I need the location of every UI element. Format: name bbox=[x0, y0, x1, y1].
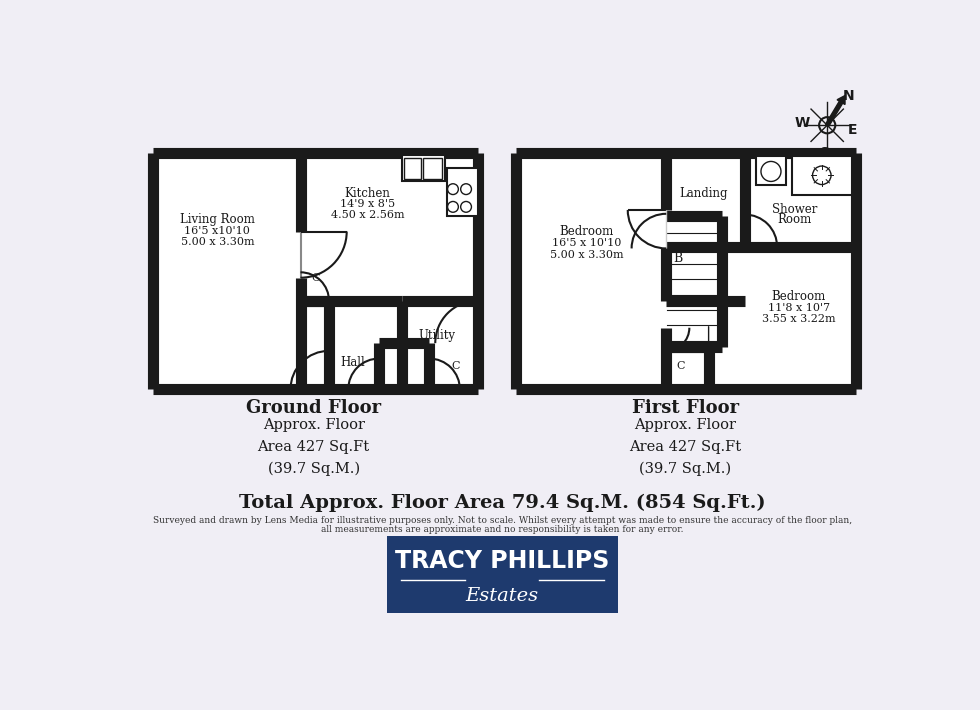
Text: Surveyed and drawn by Lens Media for illustrative purposes only. Not to scale. W: Surveyed and drawn by Lens Media for ill… bbox=[153, 515, 852, 525]
Text: 16'5 x10'10: 16'5 x10'10 bbox=[184, 226, 250, 236]
Text: Ground Floor: Ground Floor bbox=[246, 399, 381, 417]
Bar bbox=[405, 158, 421, 179]
Text: Landing: Landing bbox=[680, 187, 728, 200]
Text: Approx. Floor
Area 427 Sq.Ft
(39.7 Sq.M.): Approx. Floor Area 427 Sq.Ft (39.7 Sq.M.… bbox=[629, 418, 742, 476]
Bar bbox=[154, 153, 477, 389]
Text: Bedroom: Bedroom bbox=[771, 290, 826, 303]
Text: Bedroom: Bedroom bbox=[560, 225, 614, 238]
Bar bbox=[516, 153, 857, 389]
Circle shape bbox=[448, 184, 459, 195]
Circle shape bbox=[461, 202, 471, 212]
Text: 3.55 x 3.22m: 3.55 x 3.22m bbox=[761, 314, 836, 324]
Text: Estates: Estates bbox=[466, 586, 539, 605]
Bar bbox=[423, 158, 442, 179]
Text: C: C bbox=[452, 361, 461, 371]
Text: Utility: Utility bbox=[418, 329, 456, 342]
Text: Shower: Shower bbox=[772, 204, 817, 217]
Text: Total Approx. Floor Area 79.4 Sq.M. (854 Sq.Ft.): Total Approx. Floor Area 79.4 Sq.M. (854… bbox=[239, 494, 765, 513]
Bar bbox=[792, 156, 852, 195]
Text: B: B bbox=[673, 252, 682, 265]
Text: 5.00 x 3.30m: 5.00 x 3.30m bbox=[180, 237, 254, 247]
Bar bbox=[402, 155, 445, 182]
Circle shape bbox=[761, 161, 781, 182]
Bar bbox=[447, 168, 477, 216]
Text: Approx. Floor
Area 427 Sq.Ft
(39.7 Sq.M.): Approx. Floor Area 427 Sq.Ft (39.7 Sq.M.… bbox=[258, 418, 369, 476]
Text: 16'5 x 10'10: 16'5 x 10'10 bbox=[553, 238, 621, 248]
Circle shape bbox=[448, 202, 459, 212]
Text: Living Room: Living Room bbox=[180, 214, 255, 226]
Text: 14'9 x 8'5: 14'9 x 8'5 bbox=[340, 199, 395, 209]
Text: First Floor: First Floor bbox=[632, 399, 739, 417]
Bar bbox=[387, 535, 617, 613]
Text: C: C bbox=[676, 361, 685, 371]
Text: Kitchen: Kitchen bbox=[345, 187, 390, 200]
Text: 11'8 x 10'7: 11'8 x 10'7 bbox=[767, 302, 830, 312]
Text: Hall: Hall bbox=[340, 356, 366, 369]
Text: 5.00 x 3.30m: 5.00 x 3.30m bbox=[550, 250, 623, 260]
Text: C: C bbox=[311, 273, 319, 283]
FancyArrow shape bbox=[825, 96, 845, 126]
Text: Room: Room bbox=[778, 214, 812, 226]
Text: all measurements are approximate and no responsibility is taken for any error.: all measurements are approximate and no … bbox=[321, 525, 683, 534]
Text: S: S bbox=[820, 146, 830, 160]
Text: TRACY PHILLIPS: TRACY PHILLIPS bbox=[395, 549, 610, 573]
Circle shape bbox=[812, 166, 831, 185]
Bar bbox=[757, 156, 786, 185]
Text: N: N bbox=[843, 89, 855, 103]
Text: C: C bbox=[396, 361, 405, 371]
Text: E: E bbox=[848, 123, 858, 137]
Circle shape bbox=[461, 184, 471, 195]
Text: 4.50 x 2.56m: 4.50 x 2.56m bbox=[330, 209, 405, 219]
Text: W: W bbox=[794, 116, 809, 130]
